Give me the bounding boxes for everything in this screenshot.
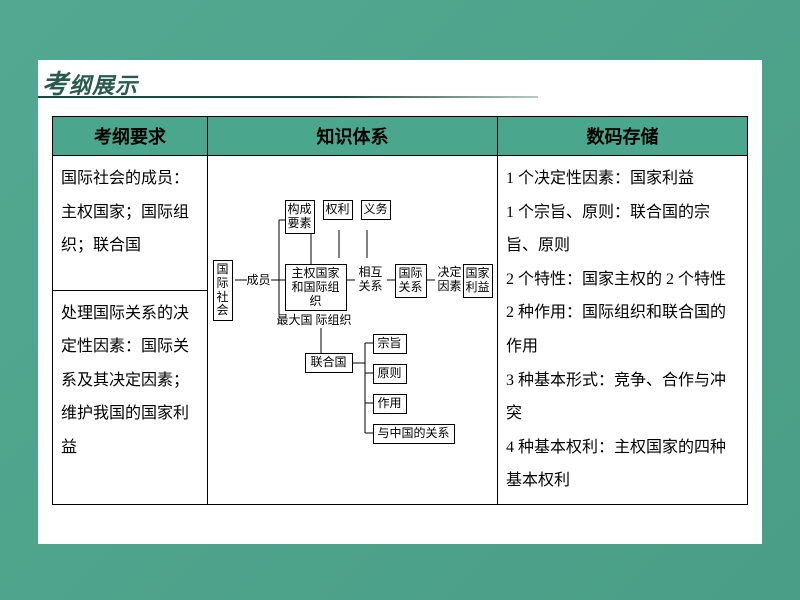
label: 权利 [326,202,350,216]
storage-1: 1 个决定性因素：国家利益 [506,162,739,196]
storage-4: 2 种作用：国际组织和联合国的作用 [506,296,739,363]
content-table: 考纲要求 知识体系 数码存储 国际社会的成员：主权国家；国际组织；联合国 [52,116,748,505]
box-natl-interest: 国家利益 [463,264,493,298]
title-underline [38,96,538,98]
box-china-rel: 与中国的关系 [373,424,455,444]
label: 国家利益 [466,266,490,294]
storage-2: 1 个宗旨、原则：联合国的宗旨、原则 [506,196,739,263]
box-un: 联合国 [305,353,353,373]
label: 宗旨 [377,336,401,350]
label-deciding: 决定因素 [435,266,465,294]
box-intl-rel: 国际关系 [395,264,427,298]
storage-6: 4 种基本权利：主权国家的四种基本权利 [506,431,739,498]
title-big: 考 [42,70,69,99]
header-storage: 数码存储 [498,117,748,156]
box-principle: 原则 [373,364,407,384]
table-row: 国际社会的成员：主权国家；国际组织；联合国 [53,156,748,291]
box-elements: 构成要素 [285,200,315,234]
label: 与中国的关系 [377,426,449,440]
header-knowledge: 知识体系 [208,117,498,156]
label-members: 成员 [247,274,271,288]
label: 国际社会 [216,262,228,317]
header-requirements: 考纲要求 [53,117,208,156]
label: 联合国 [310,355,346,369]
box-function: 作用 [373,394,407,414]
slide-container: 考纲展示 考纲要求 知识体系 数码存储 国际社会的成员：主权国家；国际组织；联合… [38,60,762,544]
storage-3: 2 个特性：国家主权的 2 个特性 [506,263,739,297]
storage-cell: 1 个决定性因素：国家利益 1 个宗旨、原则：联合国的宗旨、原则 2 个特性：国… [498,156,748,505]
table-header-row: 考纲要求 知识体系 数码存储 [53,117,748,156]
label-largest: 最大国 际组织 [277,314,352,328]
storage-5: 3 种基本形式：竞争、合作与冲突 [506,364,739,431]
label: 义务 [364,202,388,216]
label: 作用 [377,396,401,410]
box-duties: 义务 [361,200,391,220]
knowledge-diagram-cell: 国际社会 成员 构成要素 权利 义务 主权国家和国际组织 相互关系 国际关系 决… [208,156,498,505]
table-wrap: 考纲要求 知识体系 数码存储 国际社会的成员：主权国家；国际组织；联合国 [38,104,762,505]
label: 主权国家和国际组织 [291,266,339,308]
label: 构成要素 [288,202,312,230]
title-bar: 考纲展示 [38,60,762,104]
title-rest: 纲展示 [69,73,138,98]
requirements-2: 处理国际关系的决定性因素：国际关系及其决定因素；维护我国的国家利益 [53,290,208,504]
requirements-1: 国际社会的成员：主权国家；国际组织；联合国 [53,156,208,291]
knowledge-diagram: 国际社会 成员 构成要素 权利 义务 主权国家和国际组织 相互关系 国际关系 决… [213,160,493,490]
box-rights: 权利 [323,200,353,220]
label: 原则 [377,366,401,380]
label-mutual: 相互关系 [355,266,387,294]
box-purpose: 宗旨 [373,334,407,354]
box-intl-society: 国际社会 [213,260,233,321]
label: 国际关系 [398,266,422,294]
box-sovereign: 主权国家和国际组织 [285,264,347,311]
